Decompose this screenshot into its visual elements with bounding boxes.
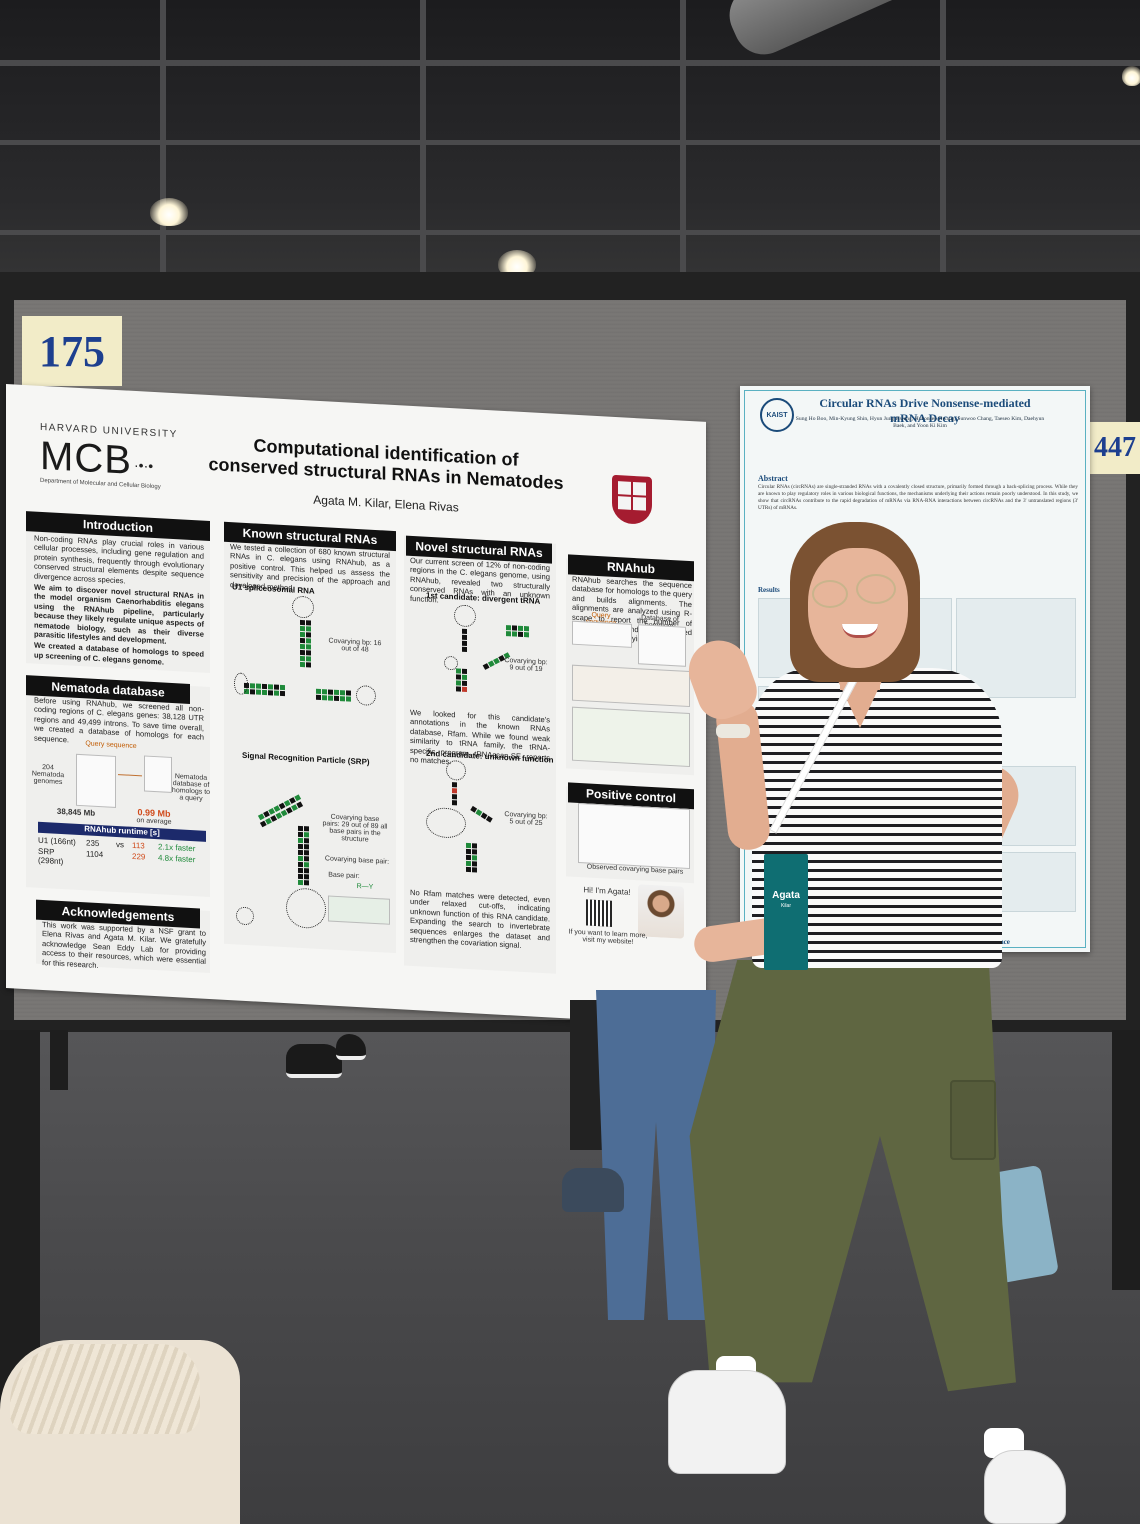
runtime-row-speed: 2.1x faster [158,842,196,854]
homolog-db-diagram [144,755,172,793]
author-portrait [638,884,684,939]
srp-covarying-bp: Covarying base pairs: 29 out of 89 all b… [322,813,388,844]
main-poster: HARVARD UNIVERSITY MCB ·•·• Department o… [6,384,706,1026]
right-poster-authors: Sung Ho Boo, Min-Kyung Shin, Hyun Jung H… [795,416,1045,429]
ceiling-light [1122,66,1140,86]
presenter-sneaker-left [668,1370,786,1474]
candidate1-covarying-bp: Covarying bp: 9 out of 19 [504,656,548,674]
nematoda-genomes-label: 204 Nematoda genomes [31,763,65,787]
board-number-left: 175 [22,316,122,386]
ceiling-truss [940,0,946,330]
runtime-row-label: U1 (166nt) [38,835,76,847]
ceiling-duct [720,0,1133,64]
kaist-logo: KAIST [760,398,794,432]
ceiling-truss [0,140,1140,145]
rnahub-query-box [572,620,632,648]
runtime-row-label: SRP (298nt) [38,846,64,867]
badge-name: Agata [772,890,800,901]
intro-p2: We aim to discover novel structural RNAs… [34,582,204,646]
runtime-row-value: 113 [132,840,145,851]
presenter-smile [842,624,878,638]
background-sneaker [336,1034,366,1060]
runtime-vs: vs [116,839,124,850]
qr-code-icon[interactable] [586,899,612,927]
glasses-icon [812,580,848,608]
board-number-right: 447 [1090,422,1140,474]
presenter-face [808,548,908,668]
runtime-row-value: 229 [132,851,146,862]
rnahub-alignment-box [572,664,690,708]
runtime-row-value: 235 [86,838,100,849]
board-leg [50,1030,68,1090]
badge-surname: Kilar [780,903,791,909]
presenter-sneaker-right [984,1450,1066,1524]
presenter-cargo-pocket [950,1080,996,1160]
presenter-name-badge: Agata Kilar [764,854,808,970]
rnahub-rscape-box [572,706,690,768]
right-poster-results-heading: Results [758,586,780,594]
ceiling-truss [0,230,1140,235]
ceiling-truss [160,0,166,330]
harvard-shield-icon [612,474,652,525]
u1-structure-diagram [234,592,384,740]
contact-text: If you want to learn more, visit my webs… [568,928,648,946]
ack-text: This work was supported by a NSF grant t… [42,919,206,970]
background-sneaker [286,1044,342,1078]
presenter-watch [716,724,750,738]
background-sneaker [562,1168,624,1212]
contact-hi: Hi! I'm Agata! [583,885,631,897]
positive-control-scatter [578,802,690,870]
ceiling-truss [680,0,686,330]
nucleotide-legend-box [328,895,390,925]
right-poster-title: Circular RNAs Drive Nonsense-mediated mR… [819,396,1031,425]
rnahub-db-box [638,624,686,667]
right-poster-abstract: Circular RNAs (circRNAs) are single-stra… [758,484,1078,511]
novel-text3: No Rfam matches were detected, even unde… [410,887,550,950]
intro-p1: Non-coding RNAs play crucial roles in va… [34,533,204,586]
glasses-icon [856,574,896,604]
intro-text: Non-coding RNAs play crucial roles in va… [34,534,204,669]
mcb-logo: MCB [40,433,132,483]
genome-stack-diagram [76,753,116,808]
nematoda-db-label: Nematoda database of homologs to a query [171,773,211,803]
candidate1-structure-diagram [426,601,552,708]
ceiling-truss [420,0,426,330]
board-leg [1112,1030,1140,1290]
poster-title: Computational identification of conserve… [196,432,576,495]
mcb-logo-dots-icon: ·•·• [134,456,154,474]
runtime-row-speed: 4.8x faster [158,853,196,865]
candidate2-covarying-bp: Covarying bp: 5 out of 25 [504,810,548,828]
right-poster-abstract-heading: Abstract [758,474,788,483]
ceiling-truss [0,60,1140,66]
runtime-row-value: 1104 [86,849,104,860]
foreground-knit-sweater [10,1344,200,1434]
ceiling-light [150,198,188,226]
right-poster-figure [956,598,1076,698]
